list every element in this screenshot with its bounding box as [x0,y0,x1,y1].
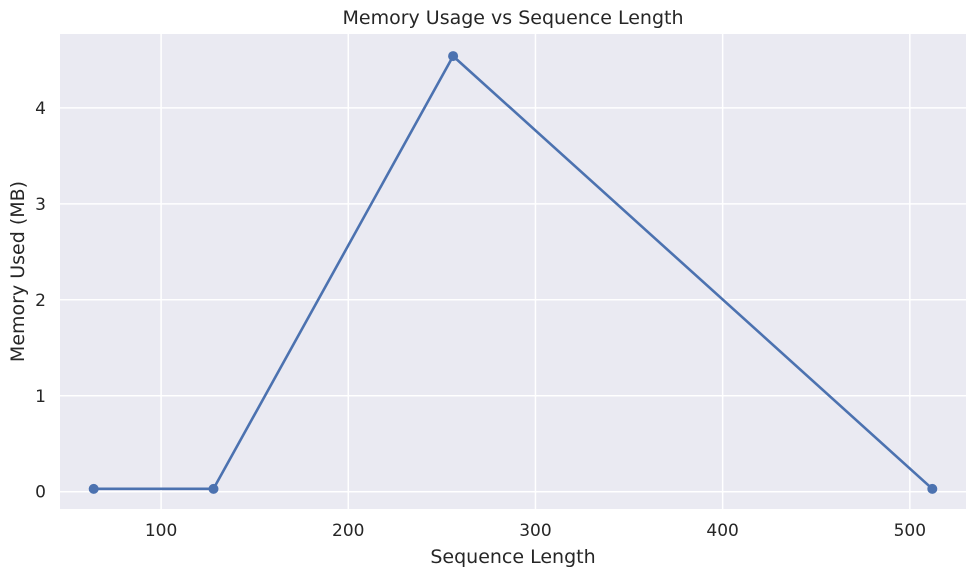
tick-labels: 100 200 300 400 500 0 1 2 3 4 [35,99,926,541]
data-point-0-2 [448,51,459,62]
x-tick-label-0: 100 [145,521,177,541]
series-line-0 [92,54,934,491]
data-point-0-0 [88,483,99,494]
x-tick-label-1: 200 [332,521,364,541]
data-point-0-3 [927,483,938,494]
x-axis-label: Sequence Length [430,546,595,568]
data-point-0-1 [208,483,219,494]
x-tick-label-3: 400 [706,521,738,541]
x-tick-label-2: 300 [519,521,551,541]
y-tick-label-2: 2 [35,291,46,311]
y-tick-label-4: 4 [35,99,46,119]
y-tick-label-3: 3 [35,195,46,215]
plot-area [60,34,966,509]
y-tick-label-0: 0 [35,483,46,503]
chart-title: Memory Usage vs Sequence Length [342,7,683,29]
y-tick-label-1: 1 [35,387,46,407]
series-layer [88,51,938,494]
y-axis-label: Memory Used (MB) [7,181,29,362]
x-tick-label-4: 500 [894,521,926,541]
